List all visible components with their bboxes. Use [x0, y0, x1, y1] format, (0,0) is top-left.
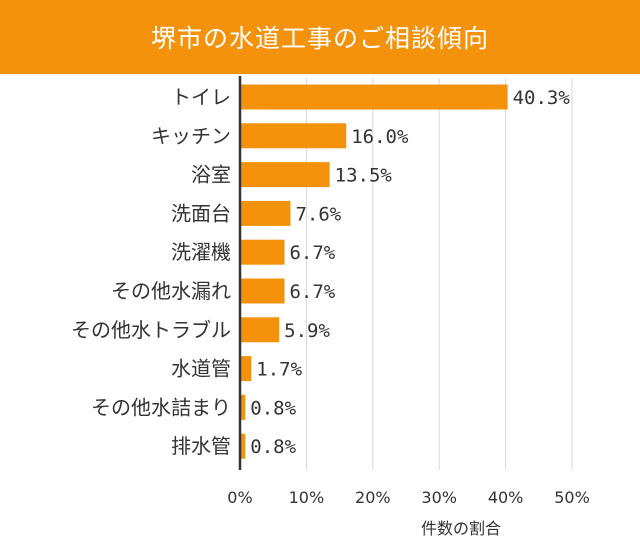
category-label: 洗濯機 [171, 240, 231, 264]
data-label: 0.8% [250, 397, 296, 419]
x-tick-label: 10% [289, 488, 325, 507]
bar [240, 317, 280, 343]
category-label: 排水管 [171, 434, 231, 458]
chart-title-bar: 堺市の水道工事のご相談傾向 [0, 0, 640, 74]
x-tick-label: 0% [227, 488, 252, 507]
category-label: 洗面台 [171, 201, 231, 225]
data-label: 5.9% [284, 320, 330, 342]
data-label: 40.3% [513, 87, 571, 109]
category-label: その他水漏れ [111, 279, 231, 303]
bar [240, 239, 285, 265]
bar [240, 162, 330, 188]
x-axis-title: 件数の割合 [421, 519, 501, 538]
bar [240, 200, 291, 226]
data-label: 6.7% [289, 281, 335, 303]
x-tick-label: 30% [421, 488, 457, 507]
data-label: 0.8% [250, 436, 296, 458]
category-label: キッチン [151, 124, 231, 148]
x-tick-label: 50% [554, 488, 590, 507]
category-label: その他水詰まり [91, 395, 231, 419]
bar [240, 123, 347, 149]
category-label: 水道管 [171, 357, 231, 381]
data-label: 7.6% [295, 203, 341, 225]
category-label: トイレ [171, 85, 231, 109]
bar [240, 433, 246, 459]
bar [240, 278, 285, 304]
x-tick-label: 40% [488, 488, 524, 507]
data-label: 16.0% [351, 126, 409, 148]
x-tick-label: 20% [355, 488, 391, 507]
data-label: 6.7% [289, 242, 335, 264]
category-label: 浴室 [191, 163, 231, 187]
bar [240, 84, 508, 110]
category-label: その他水トラブル [71, 318, 231, 342]
data-label: 1.7% [256, 359, 302, 381]
bar [240, 394, 246, 420]
chart-title: 堺市の水道工事のご相談傾向 [150, 24, 489, 53]
bar [240, 356, 252, 382]
data-label: 13.5% [335, 165, 393, 187]
